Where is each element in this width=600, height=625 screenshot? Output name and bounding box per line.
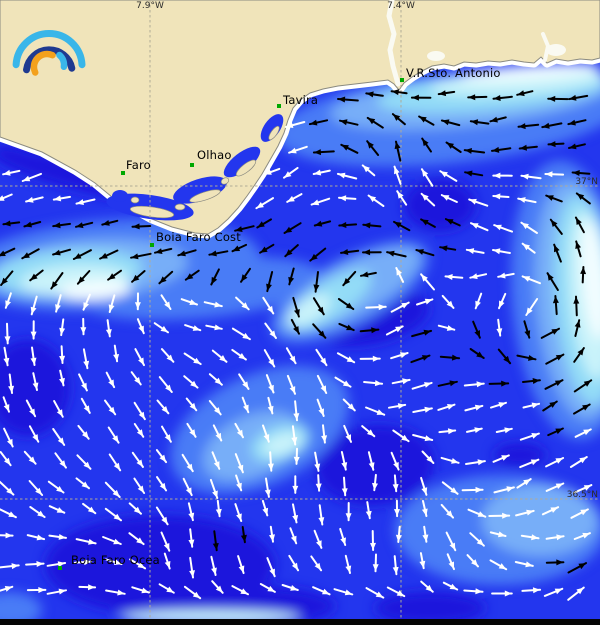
town-marker-tavira[interactable]: [277, 104, 281, 108]
puertos-del-estado-logo[interactable]: [6, 10, 92, 76]
buoy-marker-boia-faro-cost[interactable]: [150, 243, 154, 247]
river-guadiana: [386, 0, 401, 87]
marsh-patch: [427, 51, 445, 61]
bottom-bar: [0, 619, 600, 625]
ria-formosa-lagoon: [106, 114, 284, 221]
town-marker-v-r-sto-antonio[interactable]: [400, 78, 404, 82]
direction-arrow-field: [0, 89, 593, 601]
river-east-inlet: [541, 32, 550, 62]
station-markers: [58, 78, 404, 570]
logo-arc-orange-icon: [30, 50, 56, 76]
logo-arc-inner-icon: [56, 51, 68, 71]
marsh-patch: [546, 44, 566, 56]
town-marker-faro[interactable]: [121, 171, 125, 175]
logo-arc-navy-icon: [23, 46, 76, 74]
logo-arc-outer-icon: [12, 30, 86, 69]
buoy-marker-boia-faro-ocea[interactable]: [58, 566, 62, 570]
town-marker-olhao[interactable]: [190, 163, 194, 167]
